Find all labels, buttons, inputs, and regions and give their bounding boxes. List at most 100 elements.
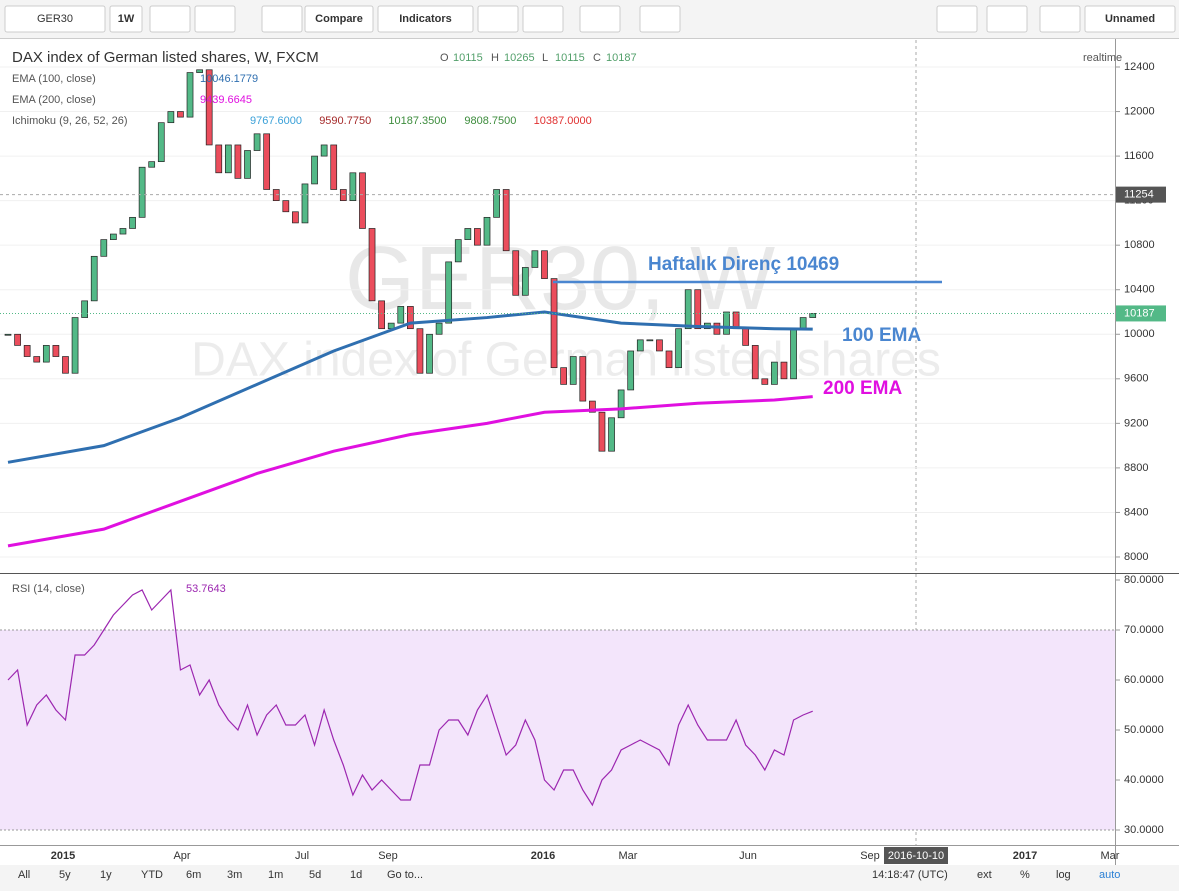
tool-button[interactable] xyxy=(194,5,236,33)
candle xyxy=(474,228,481,246)
range-button[interactable]: All xyxy=(18,869,30,881)
candle xyxy=(617,389,625,419)
range-button[interactable]: 3m xyxy=(227,869,242,881)
legend-title: DAX index of German listed shares, W, FX… xyxy=(12,49,319,66)
candle xyxy=(349,172,357,201)
compare-button[interactable] xyxy=(304,5,374,33)
study-value: 9808.7500 xyxy=(464,115,516,127)
tool-button[interactable] xyxy=(477,5,519,33)
candle xyxy=(100,239,108,257)
clock: 14:18:47 (UTC) xyxy=(872,869,948,881)
indicators-button[interactable] xyxy=(377,5,474,33)
candle xyxy=(589,400,596,413)
candle xyxy=(684,289,692,330)
last-price-box xyxy=(1116,305,1166,322)
candle xyxy=(550,278,558,369)
candle xyxy=(148,161,156,168)
tool-button[interactable] xyxy=(639,5,681,33)
content: GER30 1W Compare Indicators Unnamed 12400 1200… xyxy=(0,5,1176,881)
candle xyxy=(780,361,788,380)
candle xyxy=(560,367,567,385)
rsi-tick-label: 70.0000 xyxy=(1124,624,1164,636)
candle xyxy=(71,317,79,374)
price-tick-label: 8400 xyxy=(1124,506,1148,518)
ohlc-value: 10115 xyxy=(555,52,585,64)
time-label: Jun xyxy=(739,850,757,862)
study-value: 10187.3500 xyxy=(388,115,446,127)
ema100-line xyxy=(7,310,813,464)
indicators-button-label[interactable]: Indicators xyxy=(399,13,452,25)
range-button[interactable]: 1y xyxy=(100,869,112,881)
candle xyxy=(292,211,299,224)
time-label: Mar xyxy=(1101,850,1120,862)
tool-button[interactable] xyxy=(149,5,191,33)
range-button[interactable]: 5d xyxy=(309,869,321,881)
goto-button[interactable]: Go to... xyxy=(387,869,423,881)
crosshair-price: 11254 xyxy=(1124,189,1154,201)
rsi-line xyxy=(7,588,813,807)
study-name: EMA (200, close) xyxy=(12,94,96,106)
candle xyxy=(713,322,721,335)
interval-button[interactable] xyxy=(109,5,143,33)
layout-button-label[interactable]: Unnamed xyxy=(1105,13,1155,25)
price-tick-label: 12000 xyxy=(1124,105,1155,117)
range-button[interactable]: 6m xyxy=(186,869,201,881)
price-tick-label: 10400 xyxy=(1124,284,1155,296)
tool-button[interactable] xyxy=(579,5,621,33)
candle xyxy=(435,322,443,335)
tool-button[interactable] xyxy=(261,5,303,33)
scale-option[interactable]: auto xyxy=(1099,869,1120,881)
time-label: 2016 xyxy=(531,850,555,862)
time-label: Sep xyxy=(860,850,880,862)
candle xyxy=(598,411,606,452)
range-button[interactable]: 1d xyxy=(350,869,362,881)
time-label: 2015 xyxy=(51,850,75,862)
candle xyxy=(215,144,223,174)
scale-option[interactable]: % xyxy=(1020,869,1030,881)
tool-button[interactable] xyxy=(1039,5,1081,33)
candle xyxy=(416,328,424,374)
tool-button[interactable] xyxy=(522,5,564,33)
time-label: Sep xyxy=(378,850,398,862)
scale-option[interactable]: log xyxy=(1056,869,1071,881)
layout-button[interactable] xyxy=(1084,5,1176,33)
candle xyxy=(81,300,88,318)
symbol-input[interactable] xyxy=(4,5,106,33)
symbol-input-label[interactable]: GER30 xyxy=(37,13,73,25)
ohlc-label: C xyxy=(593,52,601,64)
scale-option[interactable]: ext xyxy=(977,869,992,881)
candle xyxy=(579,356,587,402)
candle xyxy=(502,189,510,252)
candle xyxy=(665,350,673,369)
bottom-bar xyxy=(0,865,1179,891)
candle xyxy=(368,228,376,302)
candle xyxy=(464,228,472,240)
range-button[interactable]: 5y xyxy=(59,869,71,881)
study-value: 9439.6645 xyxy=(200,94,252,106)
divider xyxy=(0,38,1179,39)
tool-button[interactable] xyxy=(936,5,978,33)
compare-button-label[interactable]: Compare xyxy=(315,13,363,25)
study-value: 9767.6000 xyxy=(250,115,302,127)
time-label: 2017 xyxy=(1013,850,1037,862)
range-button[interactable]: 1m xyxy=(268,869,283,881)
price-tick-label: 12400 xyxy=(1124,61,1155,73)
candle xyxy=(90,255,98,302)
range-button[interactable]: YTD xyxy=(141,869,163,881)
candle xyxy=(119,228,127,235)
candle xyxy=(646,339,654,342)
interval-button-label[interactable]: 1W xyxy=(118,13,135,25)
candle xyxy=(454,239,462,263)
candle xyxy=(694,289,702,330)
rsi-tick-label: 60.0000 xyxy=(1124,674,1164,686)
candle xyxy=(445,261,453,324)
tool-button[interactable] xyxy=(986,5,1028,33)
candle xyxy=(512,250,520,296)
candle xyxy=(541,250,548,279)
rsi-tick-label: 80.0000 xyxy=(1124,574,1164,586)
candle xyxy=(23,345,31,357)
study-value: 9590.7750 xyxy=(319,115,371,127)
price-tick-label: 8000 xyxy=(1124,551,1148,563)
